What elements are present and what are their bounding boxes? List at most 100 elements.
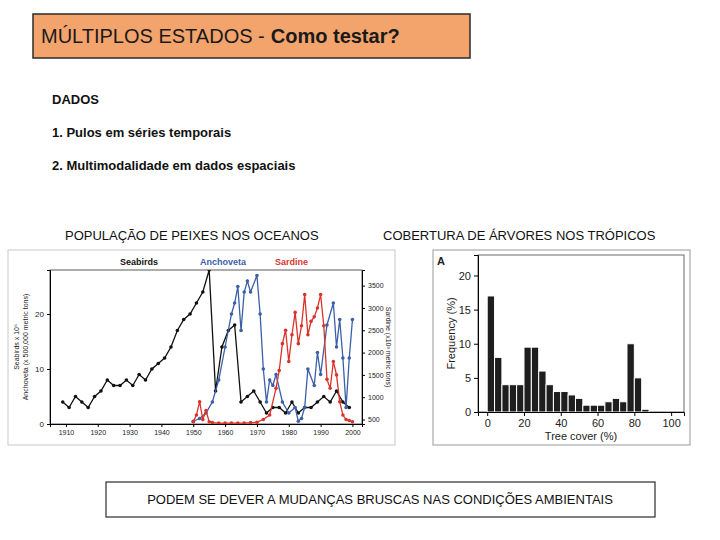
chart-title: COBERTURA DE ÁRVORES NOS TRÓPICOS [383, 228, 656, 243]
series-point [265, 400, 269, 404]
series-point [338, 318, 342, 322]
tick: 1970 [250, 424, 266, 436]
tick-label: 2000 [368, 349, 384, 356]
series-point [220, 345, 224, 349]
y2-axis-title: Sardine (x10³ metric tons) [384, 307, 392, 388]
series-point [265, 411, 269, 415]
series-point [316, 306, 320, 310]
series-point [223, 421, 227, 424]
tick-label: 10 [459, 338, 471, 350]
series-point [156, 362, 160, 366]
tick: 1910 [59, 424, 75, 436]
tick-label: 100 [662, 417, 680, 429]
series-point [262, 418, 266, 422]
series-point [125, 378, 129, 382]
tick: 1990 [313, 424, 329, 436]
tick-mark [362, 286, 365, 287]
tick: 500 [362, 416, 380, 423]
tick-label: 0 [40, 420, 45, 429]
series-point [281, 342, 285, 346]
series-point [217, 421, 221, 424]
histogram-bar [509, 385, 516, 412]
tick-label: 1970 [250, 429, 266, 436]
series-point [306, 333, 310, 337]
series-point [99, 389, 103, 393]
tick-mark [161, 424, 162, 427]
tick: 1920 [90, 424, 106, 436]
tick-mark [474, 412, 478, 413]
series-point [290, 400, 294, 404]
series-point [211, 421, 215, 424]
tick-label: 20 [518, 417, 530, 429]
series-point [290, 333, 294, 337]
series-point [338, 400, 342, 404]
series-label: Seabirds [120, 257, 158, 267]
series-point [262, 367, 266, 371]
histogram-bar [495, 357, 502, 412]
series-point [300, 417, 304, 421]
title-emphasis: Como testar? [271, 25, 400, 47]
tick: 100 [662, 412, 680, 429]
tick-mark [257, 424, 258, 427]
series-point [309, 406, 313, 410]
tick-label: 3000 [368, 305, 384, 312]
histogram-bar [612, 398, 619, 412]
series-point [293, 311, 297, 315]
y-axis-line [47, 271, 51, 425]
tick: 1980 [281, 424, 297, 436]
y-axis-title: Seabirds x 10⁶ [13, 324, 20, 370]
tick-mark [47, 424, 50, 425]
series-point [347, 406, 351, 410]
title-box [33, 14, 470, 58]
series-point [252, 389, 256, 393]
histogram-bar [642, 409, 649, 412]
series-point [341, 400, 345, 404]
tick-label: 500 [368, 416, 380, 423]
series-point [344, 418, 348, 422]
series-line [193, 295, 352, 424]
tick-mark [289, 424, 290, 427]
series-point [341, 356, 345, 360]
series-point [246, 395, 250, 399]
series-point [325, 323, 329, 327]
tick: 2000 [362, 349, 384, 356]
series-point [287, 411, 291, 415]
series-point [106, 378, 110, 382]
series-point [204, 409, 208, 413]
series-point [274, 373, 278, 377]
series-point [118, 384, 122, 388]
tick-label: 1940 [154, 429, 170, 436]
series-point [61, 400, 65, 404]
series-point [268, 378, 272, 382]
series-point [86, 406, 90, 410]
tick-mark [362, 397, 365, 398]
series-point [293, 406, 297, 410]
series-point [255, 420, 259, 424]
footer-box [106, 482, 655, 517]
series-point [303, 406, 307, 410]
histogram-bar [583, 405, 590, 412]
series-point [150, 367, 154, 371]
panel-frame [8, 250, 395, 445]
tick-mark [193, 424, 194, 427]
tick-mark [47, 314, 50, 315]
series-point [112, 384, 116, 388]
tick-mark [487, 412, 488, 416]
tick-label: 1920 [90, 429, 106, 436]
series-point [319, 293, 323, 297]
series-point [322, 324, 326, 328]
tick-label: 1000 [368, 394, 384, 401]
tick: 20 [35, 310, 50, 319]
tick: 0 [485, 412, 491, 429]
tick-mark [362, 353, 365, 354]
tick-mark [524, 412, 525, 416]
tick-label: 20 [459, 269, 471, 281]
series-point [303, 293, 307, 297]
tick: 5 [465, 372, 478, 384]
series-point [268, 413, 272, 417]
plot-frame [50, 270, 362, 424]
series-point [284, 328, 288, 332]
tick-label: 1910 [59, 429, 75, 436]
series-point [351, 318, 355, 322]
tick: 0 [40, 420, 50, 429]
